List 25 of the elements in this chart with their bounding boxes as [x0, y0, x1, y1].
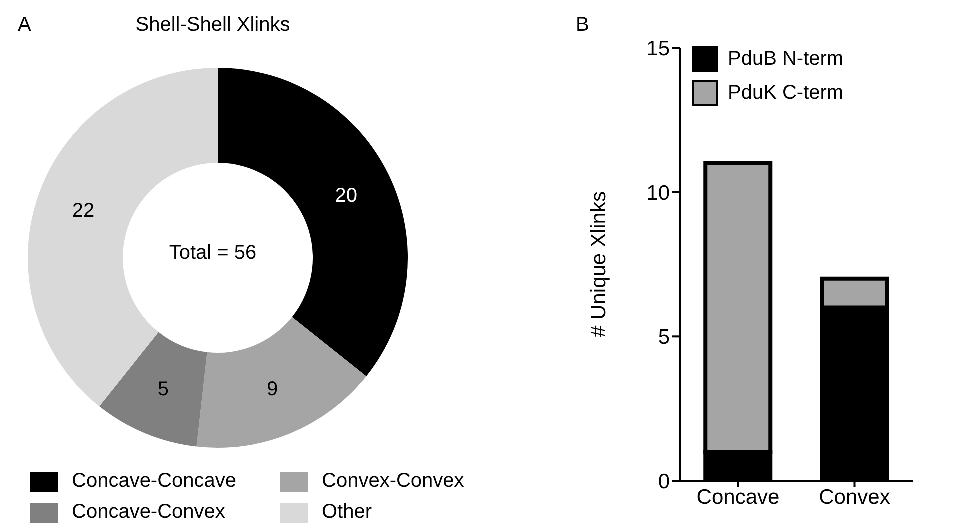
donut-slice	[100, 332, 208, 447]
donut-slice	[28, 68, 218, 407]
y-tick-label: 10	[646, 182, 670, 205]
chart-title: Shell-Shell Xlinks	[136, 14, 290, 36]
y-tick-label: 15	[646, 37, 670, 60]
legend-label: PduK C-term	[728, 82, 844, 104]
legend-label: PduB N-term	[728, 48, 844, 70]
text: A	[18, 14, 32, 37]
legend-label: Concave-Concave	[72, 470, 237, 493]
donut-slice	[196, 317, 367, 448]
y-tick-label: 0	[658, 470, 670, 494]
text: Total = 56	[169, 242, 257, 264]
y-tick-label: 5	[658, 326, 670, 350]
legend-label: Concave-Convex	[72, 501, 226, 524]
text: B	[576, 14, 590, 37]
data-label: 20	[335, 185, 358, 208]
legend-label: Other	[322, 501, 372, 524]
y-axis-title: # Unique Xlinks	[587, 192, 610, 338]
data-label: 5	[158, 378, 170, 401]
data-label: 9	[266, 378, 278, 401]
x-tick-label: Convex	[819, 486, 891, 509]
data-label: 22	[72, 200, 95, 222]
x-tick-label: Concave	[696, 486, 780, 509]
donut-slice	[218, 68, 408, 376]
legend-label: Convex-Convex	[322, 470, 464, 493]
